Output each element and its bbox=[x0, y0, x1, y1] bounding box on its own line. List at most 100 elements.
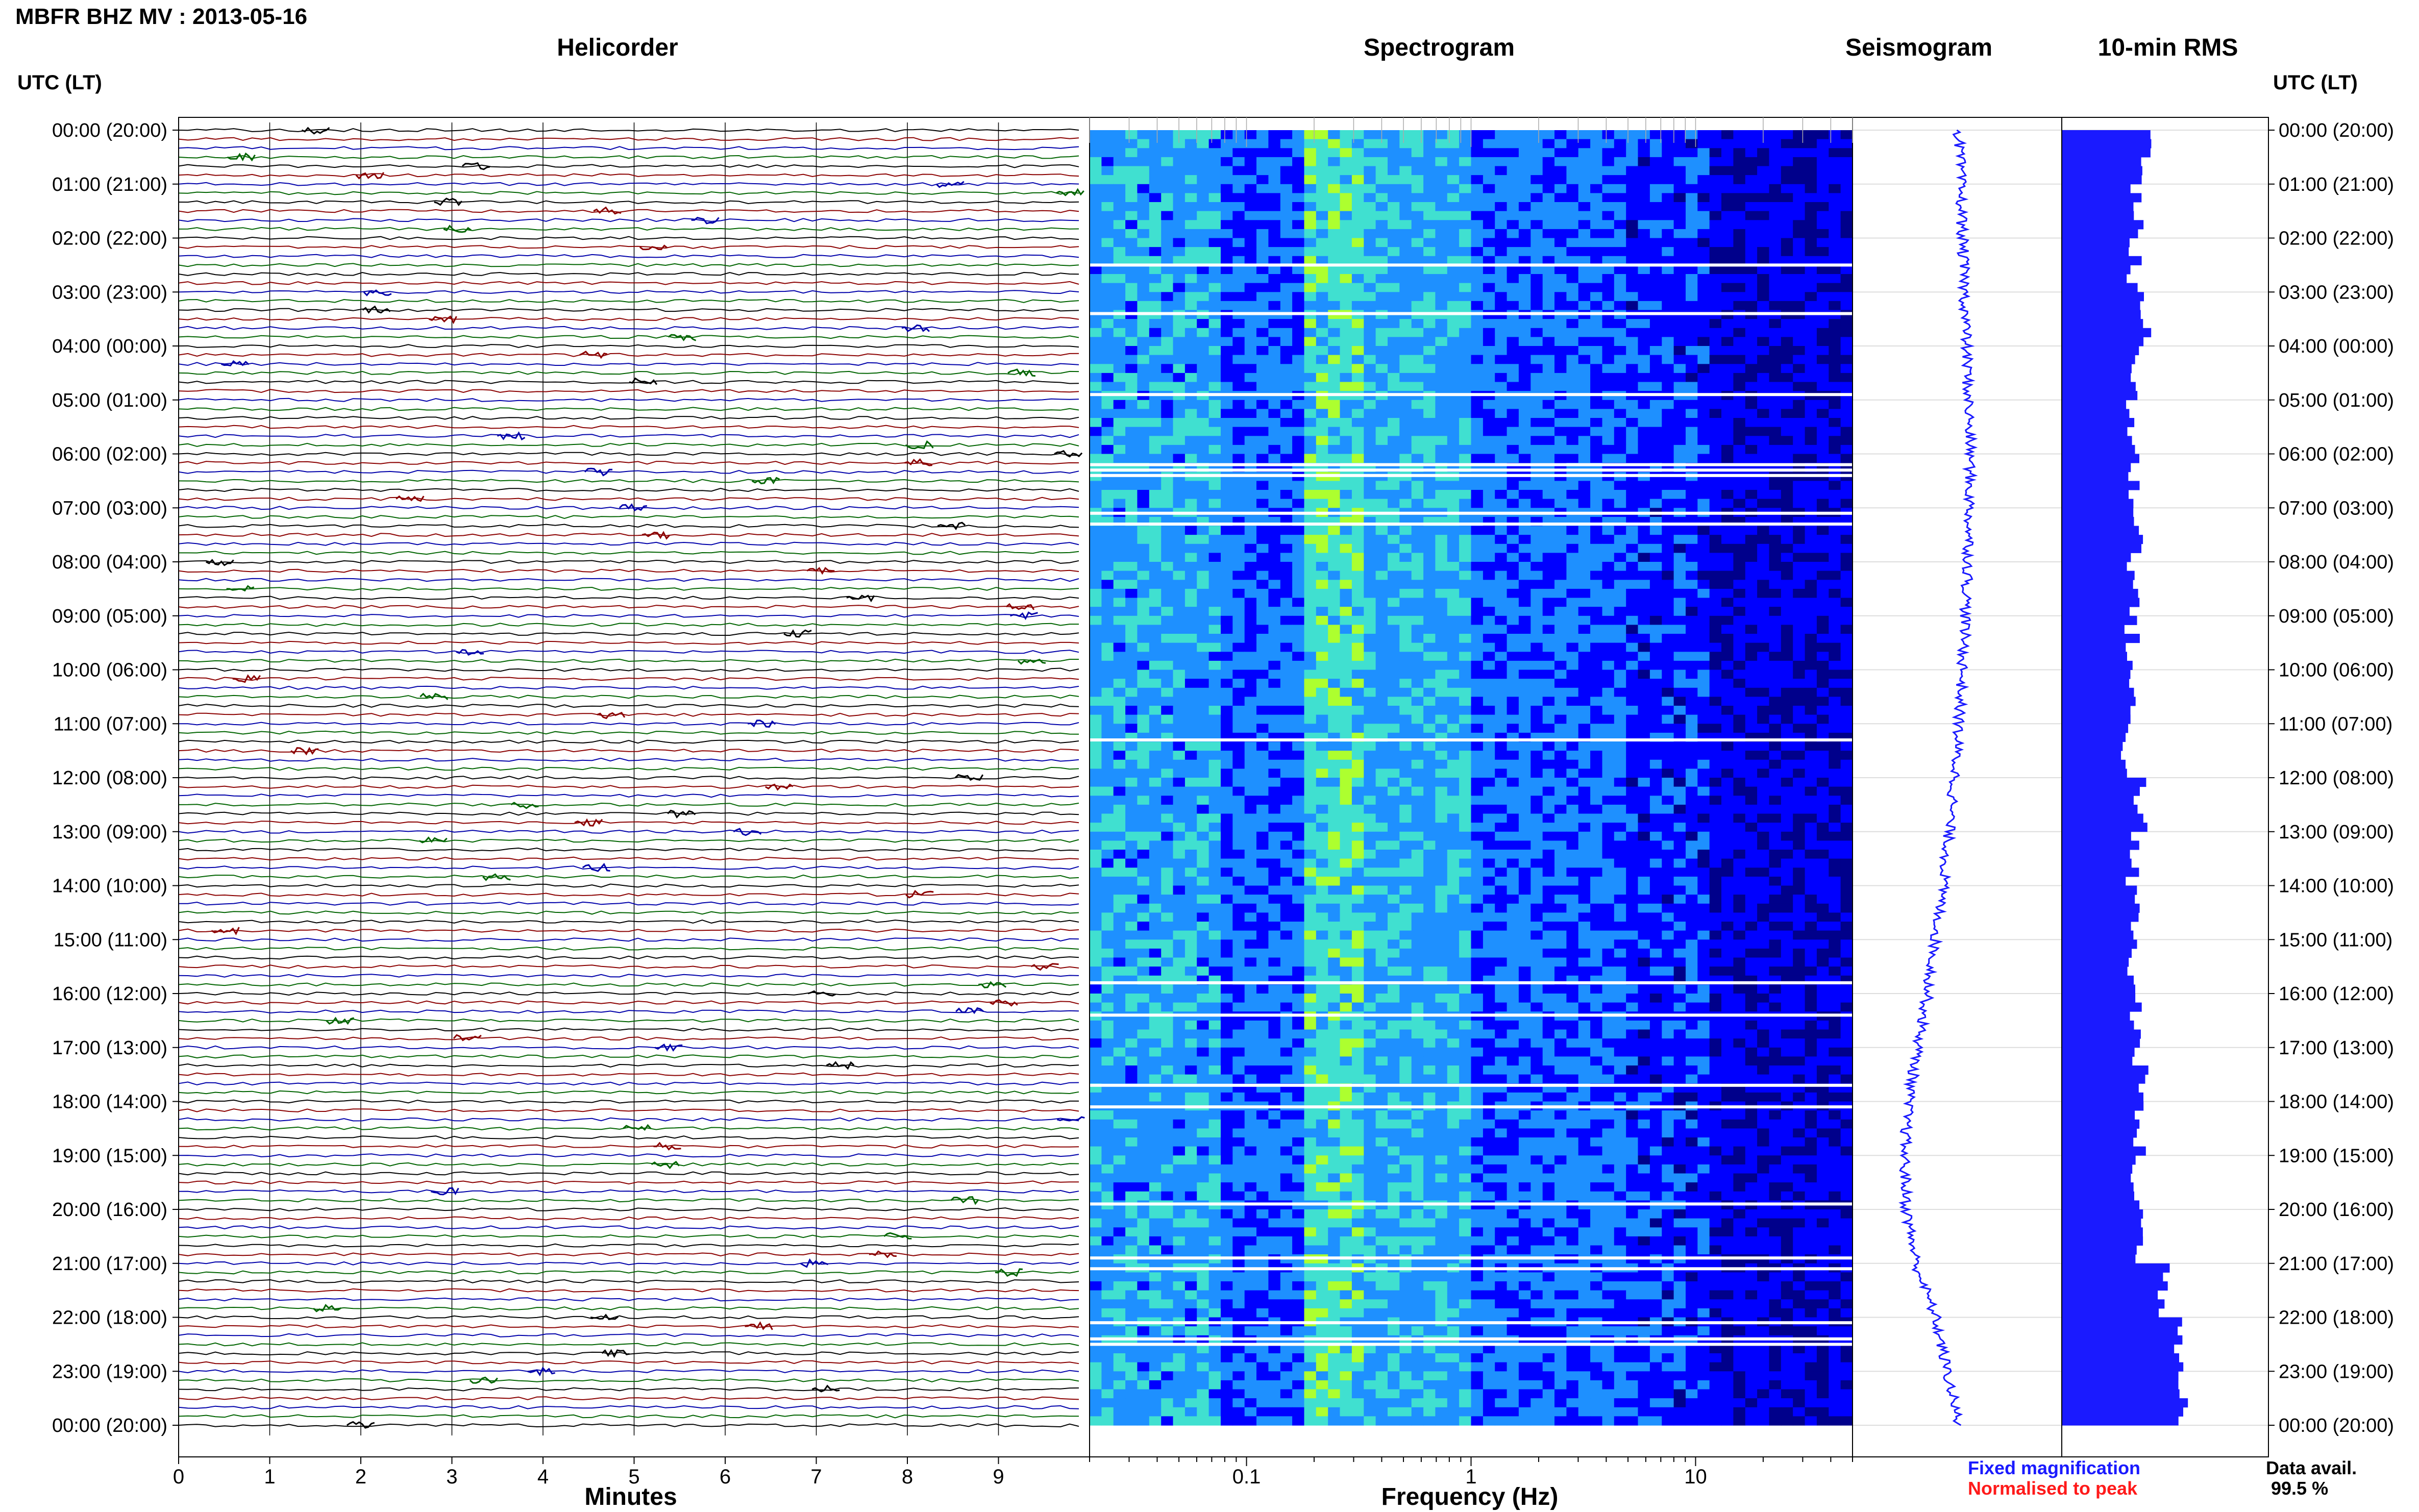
spectrogram-cell bbox=[1113, 166, 1126, 176]
spectrogram-cell bbox=[1614, 724, 1626, 733]
spectrogram-cell bbox=[1208, 543, 1221, 553]
spectrogram-cell bbox=[1638, 409, 1650, 418]
spectrogram-cell bbox=[1673, 265, 1686, 275]
spectrogram-cell bbox=[1268, 526, 1281, 535]
spectrogram-cell bbox=[1221, 615, 1233, 625]
spectrogram-cell bbox=[1197, 535, 1210, 544]
spectrogram-cell bbox=[1507, 427, 1519, 436]
spectrogram-cell bbox=[1507, 543, 1519, 553]
spectrogram-cell bbox=[1137, 741, 1150, 751]
spectrogram-cell bbox=[1375, 454, 1388, 463]
spectrogram-cell bbox=[1590, 444, 1603, 455]
spectrogram-cell bbox=[1793, 553, 1806, 562]
spectrogram-cell bbox=[1364, 598, 1376, 607]
spectrogram-cell bbox=[1304, 769, 1317, 778]
spectrogram-cell bbox=[1507, 346, 1519, 356]
spectrogram-cell bbox=[1173, 427, 1186, 436]
spectrogram-cell bbox=[1805, 580, 1817, 589]
spectrogram-cell bbox=[1805, 679, 1817, 688]
spectrogram-cell bbox=[1388, 823, 1400, 832]
spectrogram-cell bbox=[1268, 157, 1281, 167]
spectrogram-cell bbox=[1388, 346, 1400, 356]
spectrogram-cell bbox=[1757, 796, 1770, 805]
spectrogram-cell bbox=[1769, 211, 1782, 220]
spectrogram-cell bbox=[1566, 157, 1579, 167]
spectrogram-cell bbox=[1447, 670, 1460, 679]
spectrogram-cell bbox=[1232, 256, 1245, 265]
spectrogram-cell bbox=[1697, 400, 1710, 409]
spectrogram-cell bbox=[1697, 202, 1710, 212]
spectrogram-cell bbox=[1351, 778, 1364, 787]
spectrogram-cell bbox=[1447, 706, 1460, 715]
spectrogram-cell bbox=[1769, 148, 1782, 158]
spectrogram-cell bbox=[1459, 265, 1472, 275]
spectrogram-cell bbox=[1268, 615, 1281, 625]
spectrogram-cell bbox=[1232, 175, 1245, 185]
spectrogram-cell bbox=[1590, 319, 1603, 329]
spectrogram-cell bbox=[1626, 364, 1639, 374]
spectrogram-cell bbox=[1125, 804, 1138, 814]
spectrogram-cell bbox=[1316, 328, 1328, 337]
spectrogram-cell bbox=[1364, 741, 1376, 751]
spectrogram-cell bbox=[1733, 759, 1746, 769]
spectrogram-cell bbox=[1542, 175, 1555, 185]
spectrogram-cell bbox=[1709, 229, 1722, 239]
spectrogram-cell bbox=[1614, 499, 1626, 508]
spectrogram-cell bbox=[1649, 706, 1662, 715]
spectrogram-cell bbox=[1411, 328, 1424, 337]
spectrogram-cell bbox=[1173, 823, 1186, 832]
spectrogram-cell bbox=[1399, 660, 1412, 671]
spectrogram-cell bbox=[1626, 166, 1639, 176]
spectrogram-cell bbox=[1316, 211, 1328, 220]
spectrogram-cell bbox=[1483, 337, 1495, 346]
spectrogram-cell bbox=[1208, 697, 1221, 706]
spectrogram-cell bbox=[1090, 319, 1102, 329]
spectrogram-cell bbox=[1232, 697, 1245, 706]
spectrogram-cell bbox=[1113, 175, 1126, 185]
spectrogram-cell bbox=[1709, 274, 1722, 284]
spectrogram-cell bbox=[1733, 130, 1746, 140]
spectrogram-cell bbox=[1244, 642, 1257, 652]
spectrogram-cell bbox=[1840, 714, 1853, 724]
spectrogram-cell bbox=[1173, 660, 1186, 671]
spectrogram-cell bbox=[1757, 607, 1770, 616]
spectrogram-cell bbox=[1495, 139, 1508, 148]
spectrogram-cell bbox=[1125, 687, 1138, 697]
spectrogram-cell bbox=[1411, 175, 1424, 185]
spectrogram-cell bbox=[1697, 660, 1710, 671]
spectrogram-cell bbox=[1423, 409, 1436, 418]
spectrogram-cell bbox=[1137, 184, 1150, 193]
spectrogram-cell bbox=[1649, 588, 1662, 599]
spectrogram-cell bbox=[1208, 211, 1221, 220]
spectrogram-cell bbox=[1518, 346, 1531, 356]
spectrogram-cell bbox=[1471, 328, 1484, 337]
spectrogram-cell bbox=[1686, 660, 1698, 671]
spectrogram-cell bbox=[1351, 607, 1364, 616]
spectrogram-cell bbox=[1423, 256, 1436, 265]
spectrogram-cell bbox=[1351, 265, 1364, 275]
spectrogram-cell bbox=[1113, 741, 1126, 751]
spectrogram-cell bbox=[1244, 247, 1257, 257]
spectrogram-cell bbox=[1232, 238, 1245, 247]
spectrogram-cell bbox=[1471, 157, 1484, 167]
spectrogram-cell bbox=[1733, 615, 1746, 625]
spectrogram-cell bbox=[1805, 634, 1817, 643]
spectrogram-cell bbox=[1101, 229, 1114, 239]
spectrogram-cell bbox=[1423, 813, 1436, 823]
spectrogram-cell bbox=[1364, 615, 1376, 625]
spectrogram-cell bbox=[1268, 741, 1281, 751]
spectrogram-cell bbox=[1781, 697, 1793, 706]
spectrogram-cell bbox=[1113, 660, 1126, 671]
spectrogram-cell bbox=[1805, 193, 1817, 203]
spectrogram-cell bbox=[1435, 157, 1448, 167]
spectrogram-cell bbox=[1686, 337, 1698, 346]
spectrogram-cell bbox=[1578, 634, 1591, 643]
spectrogram-cell bbox=[1244, 130, 1257, 140]
spectrogram-cell bbox=[1280, 166, 1293, 176]
spectrogram-cell bbox=[1649, 283, 1662, 292]
spectrogram-cell bbox=[1649, 562, 1662, 572]
spectrogram-cell bbox=[1518, 175, 1531, 185]
spectrogram-cell bbox=[1721, 490, 1734, 500]
spectrogram-cell bbox=[1256, 229, 1269, 239]
spectrogram-cell bbox=[1626, 526, 1639, 535]
